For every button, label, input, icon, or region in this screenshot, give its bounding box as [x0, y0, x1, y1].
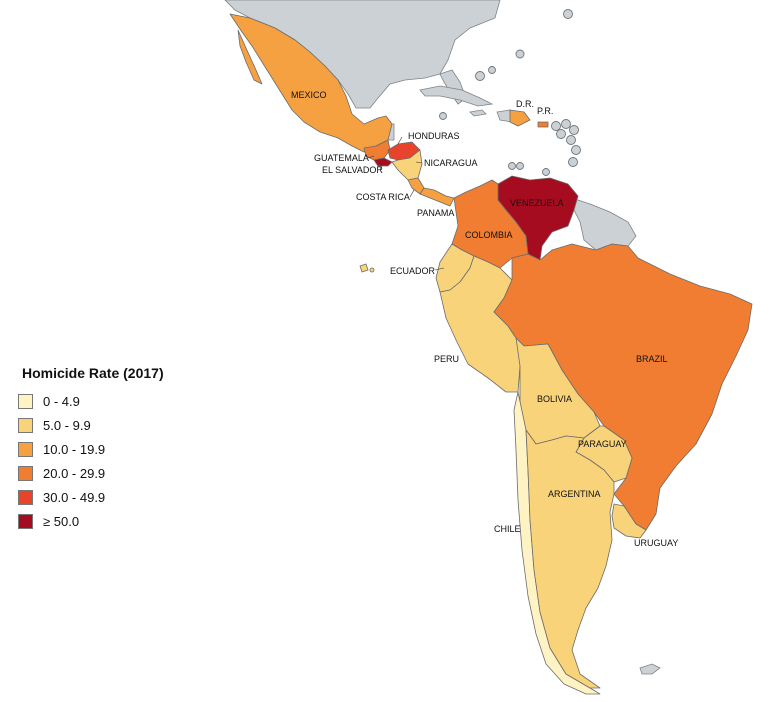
country-dominican-republic[interactable] — [509, 109, 531, 127]
legend-swatch — [18, 489, 33, 505]
country-uruguay[interactable] — [611, 503, 647, 539]
label-puerto-rico: P.R. — [537, 106, 553, 116]
legend-label: 0 - 4.9 — [43, 393, 80, 409]
label-panama: PANAMA — [417, 208, 454, 218]
country-puerto-rico[interactable] — [537, 121, 549, 128]
legend-row: 10.0 - 19.9 — [18, 437, 218, 461]
label-colombia: COLOMBIA — [465, 230, 513, 240]
label-venezuela: VENEZUELA — [510, 198, 564, 208]
label-brazil: BRAZIL — [636, 354, 668, 364]
legend-label: 20.0 - 29.9 — [43, 465, 106, 481]
galapagos-islands — [359, 263, 375, 273]
cuba — [419, 85, 494, 107]
legend-rows: 0 - 4.9 5.0 - 9.9 10.0 - 19.9 20.0 - 29.9 30… — [18, 389, 218, 533]
country-el-salvador[interactable] — [373, 157, 393, 167]
legend-swatch — [18, 513, 33, 529]
jamaica — [469, 109, 487, 117]
legend-row: ≥ 50.0 — [18, 509, 218, 533]
lesser-antilles-islands — [439, 9, 581, 176]
country-argentina[interactable] — [525, 429, 615, 689]
country-guatemala[interactable] — [363, 139, 391, 161]
legend-label: 5.0 - 9.9 — [43, 417, 91, 433]
label-dominican-republic: D.R. — [516, 99, 534, 109]
legend-swatch — [18, 465, 33, 481]
legend-title: Homicide Rate (2017) — [22, 365, 164, 381]
label-nicaragua: NICARAGUA — [424, 158, 478, 168]
legend-swatch — [18, 417, 33, 433]
map-legend: Homicide Rate (2017) 0 - 4.9 5.0 - 9.9 10.… — [18, 365, 218, 533]
falkland-islands — [639, 663, 661, 675]
legend-label: ≥ 50.0 — [43, 513, 80, 529]
country-panama[interactable] — [419, 187, 455, 207]
label-el-salvador: EL SALVADOR — [322, 165, 383, 175]
label-chile: CHILE — [494, 524, 521, 534]
label-costa-rica: COSTA RICA — [356, 192, 410, 202]
legend-row: 30.0 - 49.9 — [18, 485, 218, 509]
label-honduras: HONDURAS — [408, 131, 460, 141]
legend-row: 0 - 4.9 — [18, 389, 218, 413]
label-uruguay: URUGUAY — [634, 538, 678, 548]
country-nicaragua[interactable] — [391, 149, 423, 181]
label-argentina: ARGENTINA — [548, 489, 601, 499]
label-guatemala: GUATEMALA — [314, 153, 369, 163]
label-mexico: MEXICO — [291, 90, 327, 100]
label-ecuador: ECUADOR — [390, 266, 436, 276]
legend-label: 30.0 - 49.9 — [43, 489, 106, 505]
legend-swatch — [18, 441, 33, 457]
guianas — [571, 197, 637, 251]
legend-swatch — [18, 393, 33, 409]
label-peru: PERU — [434, 354, 459, 364]
legend-label: 10.0 - 19.9 — [43, 441, 106, 457]
legend-row: 20.0 - 29.9 — [18, 461, 218, 485]
legend-row: 5.0 - 9.9 — [18, 413, 218, 437]
label-bolivia: BOLIVIA — [537, 394, 572, 404]
label-paraguay: PARAGUAY — [578, 439, 627, 449]
